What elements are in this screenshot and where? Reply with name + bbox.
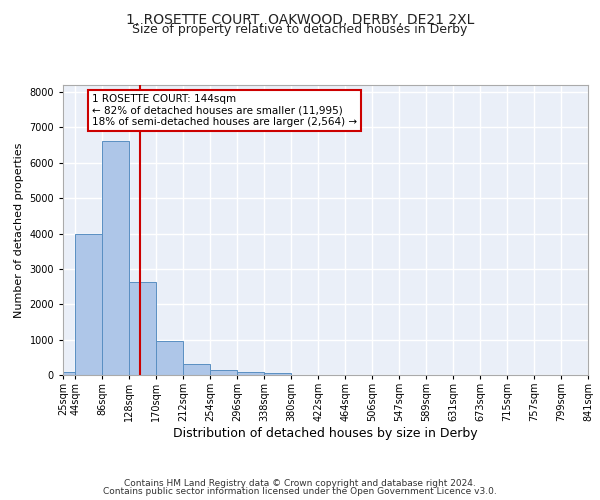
Bar [238,372,265,375]
Bar [211,370,238,375]
Bar [63,372,75,375]
Bar [265,372,292,375]
Bar [184,364,211,375]
Bar [156,342,184,375]
Text: Contains HM Land Registry data © Crown copyright and database right 2024.: Contains HM Land Registry data © Crown c… [124,478,476,488]
Text: 1, ROSETTE COURT, OAKWOOD, DERBY, DE21 2XL: 1, ROSETTE COURT, OAKWOOD, DERBY, DE21 2… [126,12,474,26]
X-axis label: Distribution of detached houses by size in Derby: Distribution of detached houses by size … [173,427,478,440]
Text: Size of property relative to detached houses in Derby: Size of property relative to detached ho… [133,22,467,36]
Text: 1 ROSETTE COURT: 144sqm
← 82% of detached houses are smaller (11,995)
18% of sem: 1 ROSETTE COURT: 144sqm ← 82% of detache… [92,94,357,127]
Bar [129,282,156,375]
Text: Contains public sector information licensed under the Open Government Licence v3: Contains public sector information licen… [103,487,497,496]
Y-axis label: Number of detached properties: Number of detached properties [14,142,24,318]
Bar [75,234,102,375]
Bar [102,141,129,375]
